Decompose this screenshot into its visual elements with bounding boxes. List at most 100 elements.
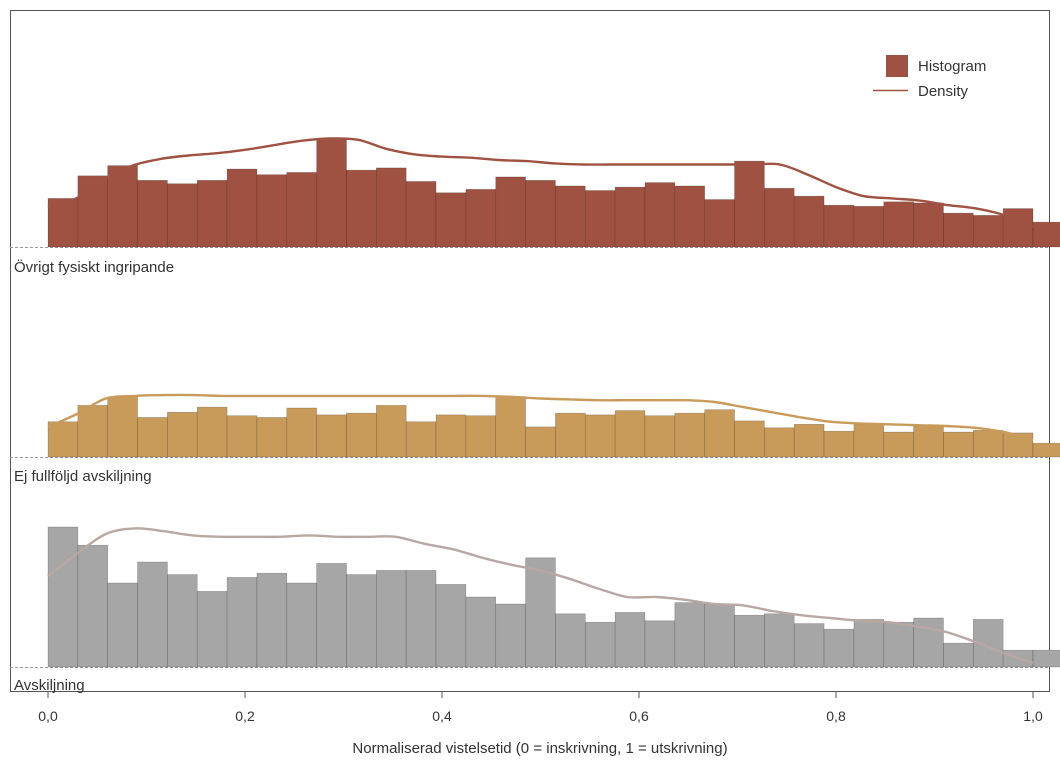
histogram-bar bbox=[823, 204, 855, 248]
histogram-bar bbox=[1032, 221, 1060, 248]
histogram-bar bbox=[555, 412, 586, 458]
legend-histogram-label: Histogram bbox=[918, 58, 986, 75]
histogram-bar bbox=[376, 405, 407, 458]
histogram-bar bbox=[256, 417, 288, 458]
panel-label: Övrigt fysiskt ingripande bbox=[14, 258, 174, 276]
x-tick-label: 0,4 bbox=[432, 708, 452, 724]
histogram-bar bbox=[883, 431, 914, 458]
histogram-bar bbox=[107, 165, 138, 248]
histogram-bar bbox=[674, 185, 705, 248]
x-tick-label: 0,6 bbox=[629, 708, 649, 724]
histogram-bar bbox=[256, 572, 288, 668]
histogram-bar bbox=[226, 168, 258, 248]
histogram-bar bbox=[614, 612, 646, 668]
panel-2: Ej fullföljd avskiljning bbox=[10, 393, 1060, 485]
histogram-bar bbox=[853, 619, 885, 668]
histogram-bar bbox=[913, 425, 944, 458]
histogram-bar bbox=[943, 431, 974, 458]
histogram-bar bbox=[883, 201, 914, 248]
x-tick-label: 1,0 bbox=[1023, 708, 1043, 724]
histogram-bar bbox=[316, 139, 347, 248]
panel-label: Avskiljning bbox=[14, 677, 85, 694]
histogram-bar bbox=[435, 584, 467, 668]
histogram-bar bbox=[137, 417, 168, 458]
histogram-bar bbox=[793, 623, 825, 668]
histogram-bar bbox=[137, 180, 168, 248]
histogram-bar bbox=[674, 412, 705, 458]
x-tick-label: 0,0 bbox=[38, 708, 58, 724]
histogram-bar bbox=[376, 570, 407, 668]
histogram-bar bbox=[644, 182, 676, 248]
histogram-bar bbox=[764, 427, 795, 458]
histogram-bar bbox=[764, 187, 795, 248]
histogram-bar bbox=[704, 409, 735, 458]
legend-density-label: Density bbox=[918, 83, 969, 100]
panels: Övrigt fysiskt ingripande Ej fullföljd av… bbox=[10, 137, 1060, 694]
histogram-bar bbox=[584, 414, 616, 458]
histogram-bar bbox=[286, 582, 317, 668]
histogram-bar bbox=[435, 414, 467, 458]
histogram-bar bbox=[644, 620, 676, 668]
histogram-bar bbox=[77, 175, 108, 248]
density-line bbox=[47, 137, 1034, 228]
histogram-bar bbox=[465, 596, 497, 668]
histogram-bar bbox=[674, 602, 705, 668]
histogram-bar bbox=[972, 215, 1004, 248]
histogram-bar bbox=[405, 570, 437, 668]
histogram-bar bbox=[1032, 442, 1060, 458]
histogram-bar bbox=[883, 621, 914, 668]
histogram-bar bbox=[316, 414, 347, 458]
histogram-bar bbox=[555, 613, 586, 668]
x-axis-title: Normaliserad vistelsetid (0 = inskrivnin… bbox=[352, 740, 727, 757]
histogram-bar bbox=[943, 642, 974, 668]
histogram-bar bbox=[525, 426, 556, 458]
histogram-bar bbox=[943, 212, 974, 248]
histogram-bar bbox=[77, 544, 108, 668]
histogram-bar bbox=[734, 614, 765, 668]
histogram-bar bbox=[525, 180, 556, 248]
histogram-bar bbox=[793, 424, 825, 458]
histogram-bar bbox=[465, 189, 497, 248]
histogram-bar bbox=[405, 421, 437, 458]
histogram-bar bbox=[435, 192, 467, 248]
histogram-bar bbox=[256, 174, 288, 248]
histogram-bar bbox=[704, 603, 735, 668]
histogram-bar bbox=[47, 526, 79, 668]
histogram-bar bbox=[584, 190, 616, 248]
histogram-bar bbox=[704, 199, 735, 248]
histogram-bar bbox=[853, 424, 885, 458]
histogram-bar bbox=[196, 180, 228, 248]
panel-1: Övrigt fysiskt ingripande bbox=[10, 137, 1060, 276]
histogram-bar bbox=[614, 410, 646, 458]
histogram-bar bbox=[823, 628, 855, 668]
histogram-bar bbox=[196, 591, 228, 668]
panel-3: Avskiljning bbox=[10, 526, 1060, 694]
histogram-bar bbox=[405, 181, 437, 248]
histogram-bar bbox=[734, 160, 765, 248]
histogram-bar bbox=[47, 421, 79, 458]
x-tick-label: 0,8 bbox=[826, 708, 846, 724]
histogram-bar bbox=[346, 169, 377, 248]
histogram-bar bbox=[1032, 649, 1060, 668]
histogram-bar bbox=[555, 185, 586, 248]
histogram-bar bbox=[793, 195, 825, 248]
histogram-bar bbox=[346, 412, 377, 458]
histogram-bar bbox=[614, 186, 646, 248]
legend: Histogram Density bbox=[873, 55, 986, 100]
histogram-bar bbox=[853, 206, 885, 248]
histogram-bar bbox=[316, 563, 347, 668]
histogram-bar bbox=[286, 407, 317, 458]
histogram-bar bbox=[226, 577, 258, 668]
histogram-bar bbox=[286, 172, 317, 248]
histogram-bar bbox=[196, 406, 228, 458]
histogram-bar bbox=[465, 415, 497, 458]
histogram-bar bbox=[376, 167, 407, 248]
histogram-bar bbox=[1002, 208, 1034, 248]
histogram-bar bbox=[734, 420, 765, 458]
histogram-bar bbox=[137, 561, 168, 668]
histogram-bar bbox=[346, 574, 377, 668]
histogram-bar bbox=[644, 415, 676, 458]
legend-histogram-swatch bbox=[886, 55, 908, 77]
density-line bbox=[47, 527, 1034, 664]
